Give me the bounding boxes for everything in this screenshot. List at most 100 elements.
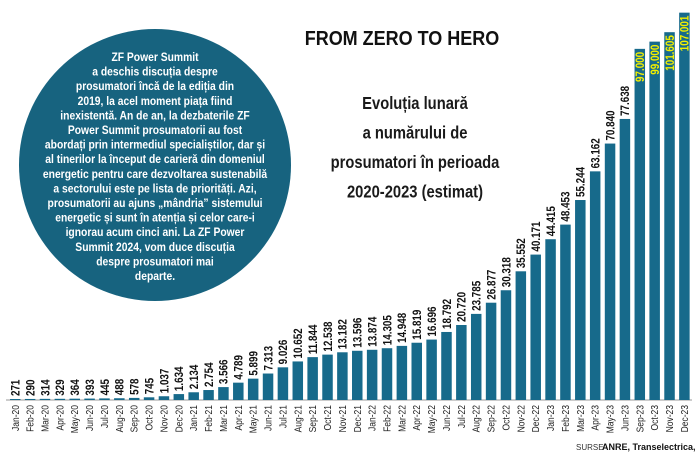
bar-Jun-22: [441, 331, 452, 400]
value-label: 9.026: [277, 340, 290, 365]
value-label: 23.785: [471, 281, 484, 311]
bar-Aug-20: [114, 398, 125, 400]
bar-May-21: [247, 378, 259, 400]
bar-Mar-22: [396, 345, 408, 400]
value-label: 12.538: [322, 322, 335, 352]
callout-line: 2019, la acel moment piața fiind: [78, 95, 233, 108]
category-label: Dec-22: [531, 405, 542, 432]
value-label: 488: [114, 379, 127, 395]
bar-Dec-22: [530, 254, 541, 400]
value-label: 18.792: [441, 299, 454, 329]
category-label: Jan-23: [545, 405, 556, 431]
bar-Aug-22: [470, 313, 482, 400]
bar-Sep-23: [634, 48, 646, 401]
value-label: 5.899: [248, 351, 261, 376]
category-label: Feb-21: [203, 405, 214, 432]
bar-Jul-20: [99, 398, 110, 400]
bar-Sep-21: [307, 357, 318, 400]
bar-Aug-21: [292, 361, 304, 400]
value-label: 55.244: [575, 166, 588, 197]
bar-May-22: [426, 339, 437, 400]
value-label: 1.037: [158, 369, 171, 394]
category-label: Oct-23: [650, 405, 661, 430]
bar-Apr-21: [233, 382, 244, 400]
bar-Dec-20: [173, 394, 185, 400]
bar-Apr-22: [411, 342, 422, 400]
callout-line: departe.: [135, 270, 175, 283]
category-label: Oct-20: [144, 405, 155, 430]
callout-line: Summit 2024, vom duce discuția: [75, 241, 235, 254]
bar-Jan-22: [366, 349, 378, 400]
bar-Jun-21: [262, 373, 274, 400]
bar-Jun-20: [84, 398, 95, 400]
value-label: 11.844: [307, 324, 320, 354]
value-label: 20.720: [456, 292, 469, 322]
category-label: Sep-23: [635, 405, 646, 432]
category-label: May-21: [248, 405, 259, 433]
category-label: Nov-20: [159, 405, 170, 432]
source-text: ANRE, Transelectrica, ZF: [602, 442, 698, 452]
value-label: 329: [54, 379, 67, 395]
category-label: Dec-23: [679, 405, 690, 432]
category-label: Jan-20: [10, 405, 21, 431]
category-label: Apr-23: [590, 405, 601, 430]
bar-Jan-21: [188, 392, 199, 400]
bar-Mar-23: [575, 200, 586, 400]
value-label: 2.134: [188, 364, 201, 389]
callout-line: Power Summit prosumatorii au fost: [68, 124, 243, 137]
value-label: 13.596: [352, 318, 365, 348]
value-label: 15.819: [411, 310, 424, 340]
value-label: 26.877: [486, 270, 499, 300]
value-label: 97.000: [634, 52, 647, 82]
value-label: 14.948: [396, 313, 409, 343]
subtitle-line: 2020-2023 (estimat): [347, 182, 483, 202]
value-label: 2.754: [203, 362, 216, 387]
value-label: 16.696: [426, 306, 439, 336]
category-label: Mar-22: [397, 405, 408, 432]
callout-text: ZF Power Summit a deschis discuția despre…: [43, 51, 268, 283]
bar-Feb-22: [381, 348, 393, 400]
bar-Feb-23: [560, 224, 571, 400]
callout-line: ZF Power Summit: [111, 51, 198, 64]
value-label: 745: [144, 378, 157, 394]
subtitle-line: prosumatori în perioada: [331, 153, 500, 173]
category-label: Feb-23: [560, 405, 571, 432]
bar-Feb-21: [203, 390, 214, 400]
bar-Oct-22: [500, 290, 512, 400]
bar-May-23: [604, 143, 616, 400]
callout-line: energetic și sunt în atenția și celor ca…: [55, 212, 255, 225]
value-label: 578: [129, 378, 142, 394]
bar-Apr-23: [589, 171, 601, 400]
category-label: Feb-22: [382, 405, 393, 432]
category-label: May-23: [605, 405, 616, 433]
value-label: 271: [10, 380, 23, 396]
bar-Nov-20: [158, 396, 170, 400]
value-label: 1.634: [173, 366, 186, 391]
value-label: 107.001: [679, 16, 692, 52]
value-label: 101.605: [664, 35, 677, 71]
bar-Sep-20: [128, 397, 140, 400]
category-label: Feb-20: [25, 405, 36, 432]
value-label: 14.305: [381, 315, 394, 345]
category-label: Sep-22: [486, 405, 497, 432]
value-label: 10.652: [292, 328, 305, 358]
value-label: 30.318: [500, 257, 513, 287]
category-label: Jun-20: [84, 405, 95, 431]
bar-Oct-20: [143, 397, 155, 400]
source-label: SURSE: [576, 443, 604, 452]
callout-line: ignorau acum cinci ani. La ZF Power: [66, 227, 245, 240]
value-label: 3.566: [218, 359, 231, 384]
value-label: 314: [39, 379, 52, 396]
category-label: Apr-22: [412, 405, 423, 430]
bar-Oct-23: [649, 41, 660, 401]
bar-Feb-20: [24, 398, 36, 400]
category-label: Nov-22: [516, 405, 527, 432]
category-label: Oct-21: [322, 405, 333, 430]
category-label: Mar-23: [575, 405, 586, 432]
value-label: 7.313: [262, 346, 275, 371]
bar-Nov-22: [515, 271, 527, 400]
value-label: 70.840: [605, 110, 618, 140]
category-label: Jan-22: [367, 405, 378, 431]
